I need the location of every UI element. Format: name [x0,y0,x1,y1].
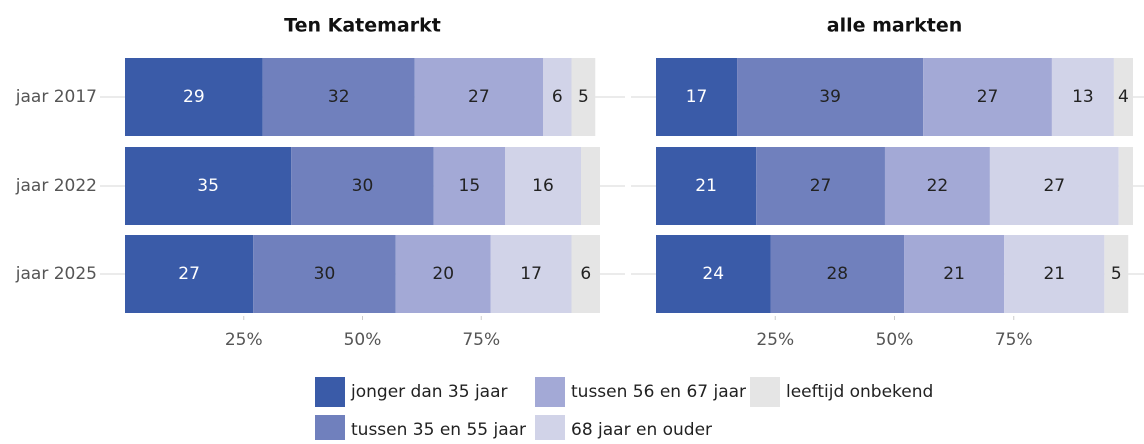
bar-segment [571,58,596,136]
bar-segment [571,235,600,313]
bar-segment [414,58,543,136]
legend-swatch [535,377,565,407]
data-label: 27 [810,176,832,196]
data-label: 32 [328,87,350,107]
bar-segment [1004,235,1105,313]
bar-segment [737,58,924,136]
data-label: 39 [819,87,841,107]
data-label: 27 [1043,176,1065,196]
data-label: 30 [352,176,374,196]
bar-segment [1104,235,1129,313]
legend-swatch [315,377,345,407]
data-label: 5 [578,87,589,107]
legend-label: tussen 56 en 67 jaar [571,382,746,402]
data-label: 13 [1072,87,1094,107]
data-label: 4 [1118,87,1129,107]
data-label: 28 [826,264,848,284]
bar-segment [433,147,505,225]
x-tick-label: 25% [225,330,263,350]
data-label: 27 [977,87,999,107]
bar-segment [989,147,1119,225]
y-tick-label: jaar 2022 [15,176,97,196]
bar-segment [770,235,905,313]
bar-segment [1118,147,1133,225]
y-tick-label: jaar 2017 [15,87,97,107]
data-label: 35 [197,176,219,196]
bar-segment [904,235,1005,313]
data-label: 30 [314,264,336,284]
bar-segment [125,58,263,136]
y-tick-label: jaar 2025 [15,264,97,284]
data-label: 20 [432,264,454,284]
data-label: 21 [943,264,965,284]
data-label: 29 [183,87,205,107]
bar-segment [125,235,254,313]
bar-segment [656,235,771,313]
bar-segment [262,58,415,136]
bar-segment [125,147,292,225]
data-label: 5 [1111,264,1122,284]
bar-segment [543,58,572,136]
x-tick-label: 75% [462,330,500,350]
data-label: 16 [532,176,554,196]
legend-label: tussen 35 en 55 jaar [351,420,526,440]
panel-title: alle markten [827,15,962,37]
data-label: 21 [1043,264,1065,284]
bar-segment [656,147,757,225]
data-label: 27 [178,264,200,284]
x-tick-label: 50% [876,330,914,350]
bar-segment [505,147,581,225]
legend-swatch [315,415,345,444]
x-tick-label: 75% [995,330,1033,350]
panel-title: Ten Katemarkt [284,15,441,37]
data-label: 6 [580,264,591,284]
legend-swatch [535,415,565,444]
data-label: 15 [459,176,481,196]
bar-segment [1051,58,1114,136]
legend-label: leeftijd onbekend [786,382,933,402]
x-tick-label: 25% [756,330,794,350]
legend-swatch [750,377,780,407]
bar-segment [291,147,434,225]
bar-segment [1113,58,1133,136]
data-label: 6 [552,87,563,107]
bar-segment [884,147,990,225]
data-label: 24 [702,264,724,284]
data-label: 22 [927,176,949,196]
bar-segment [656,58,738,136]
bar-segment [490,235,572,313]
data-label: 17 [686,87,708,107]
legend-label: 68 jaar en ouder [571,420,712,440]
bar-segment [756,147,885,225]
bar-segment [581,147,600,225]
data-label: 21 [695,176,717,196]
data-label: 17 [520,264,542,284]
bar-segment [253,235,396,313]
x-tick-label: 50% [344,330,382,350]
bar-segment [923,58,1052,136]
data-label: 27 [468,87,490,107]
legend-label: jonger dan 35 jaar [350,382,508,402]
bar-segment [395,235,491,313]
